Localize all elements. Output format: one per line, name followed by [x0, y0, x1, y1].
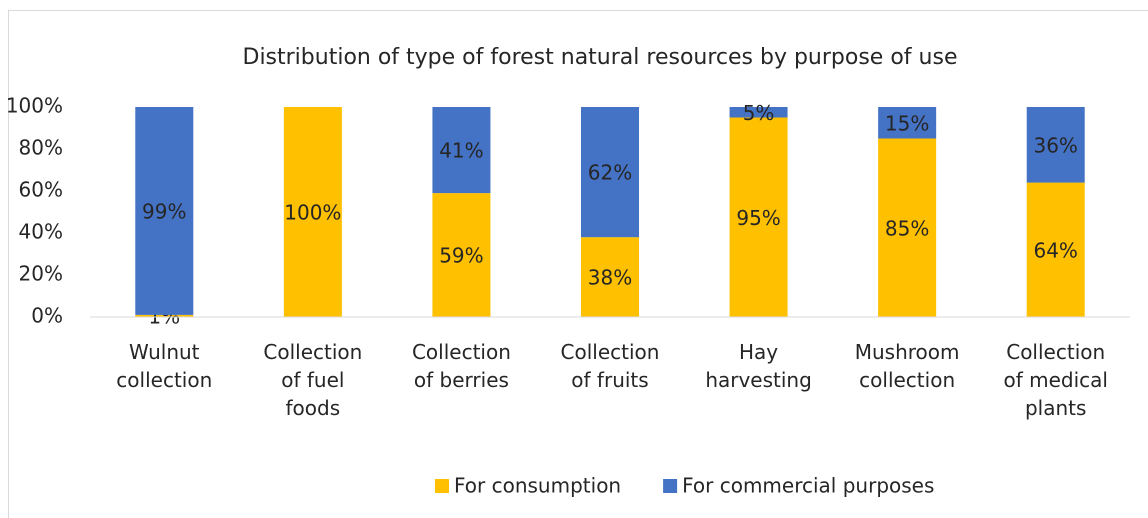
bar-segment: [283, 107, 342, 317]
y-tick-label: 100%: [6, 94, 63, 118]
bar-segment: [729, 117, 788, 317]
data-label: 15%: [885, 111, 929, 135]
data-label: 99%: [142, 199, 186, 223]
bar-segment: [581, 107, 639, 238]
bar-segment: [1026, 107, 1085, 183]
legend-swatch: [663, 479, 678, 493]
data-label: 64%: [1033, 238, 1077, 262]
y-tick-label: 80%: [19, 136, 63, 160]
data-label: 36%: [1033, 133, 1077, 157]
x-tick-label: Collection of medical plants: [1003, 340, 1108, 420]
x-tick-label: Collection of berries: [411, 340, 511, 392]
x-tick-label: Mushroom collection: [854, 340, 960, 392]
bar-segment: [878, 138, 937, 317]
bar-segment: [432, 107, 491, 194]
y-tick-label: 20%: [19, 262, 63, 286]
x-tick-label: Wulnut collection: [116, 340, 213, 392]
bar-segment: [729, 107, 788, 118]
bar-segment: [878, 107, 937, 139]
bar-segment: [581, 237, 639, 317]
legend-label: For commercial purposes: [682, 474, 934, 498]
data-label: 38%: [588, 266, 632, 290]
legend-swatch: [435, 479, 449, 493]
bar-segment: [135, 314, 194, 317]
data-label: 62%: [588, 161, 632, 185]
bar-segment: [432, 193, 491, 317]
y-tick-label: 60%: [19, 178, 63, 202]
y-tick-label: 40%: [19, 220, 63, 244]
data-label: 41%: [439, 139, 483, 163]
data-label: 85%: [885, 216, 929, 240]
x-tick-label: Collection of fuel foods: [263, 340, 363, 420]
x-tick-label: Collection of fruits: [560, 340, 660, 392]
x-tick-label: Hay harvesting: [705, 340, 812, 392]
bar-segment: [135, 107, 194, 315]
chart-title: Distribution of type of forest natural r…: [243, 45, 958, 70]
chart-border: [8, 10, 1148, 518]
data-label: 59%: [439, 244, 483, 268]
data-label: 100%: [284, 201, 341, 225]
legend-label: For consumption: [454, 474, 621, 498]
data-label: 95%: [736, 206, 780, 230]
y-tick-label: 0%: [31, 304, 63, 328]
bar-segment: [1026, 182, 1085, 317]
data-label: 5%: [743, 101, 775, 125]
